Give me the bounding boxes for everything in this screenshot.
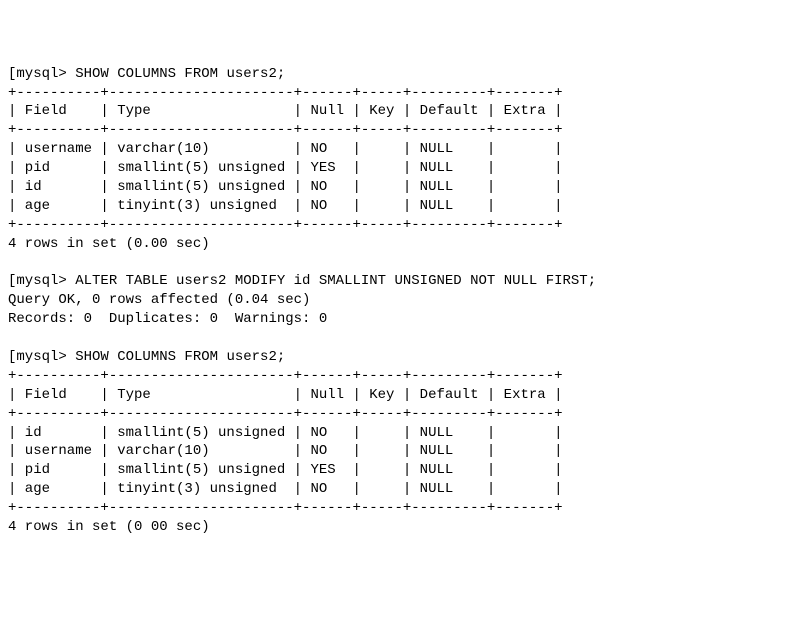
sql-command: SHOW COLUMNS FROM users2;	[75, 66, 285, 82]
table-row: | age | tinyint(3) unsigned | NO | | NUL…	[8, 197, 798, 216]
terminal-output: [mysql> SHOW COLUMNS FROM users2;+------…	[8, 65, 798, 537]
table-border: +----------+----------------------+-----…	[8, 84, 798, 103]
prompt-line: [mysql> SHOW COLUMNS FROM users2;	[8, 65, 798, 84]
mysql-prompt: [mysql>	[8, 273, 75, 289]
table-row: | id | smallint(5) unsigned | NO | | NUL…	[8, 424, 798, 443]
records-line: Records: 0 Duplicates: 0 Warnings: 0	[8, 310, 798, 329]
mysql-prompt: [mysql>	[8, 66, 75, 82]
table-row: | username | varchar(10) | NO | | NULL |…	[8, 140, 798, 159]
sql-command: SHOW COLUMNS FROM users2;	[75, 349, 285, 365]
table-border: +----------+----------------------+-----…	[8, 367, 798, 386]
table-border: +----------+----------------------+-----…	[8, 121, 798, 140]
table-row: | username | varchar(10) | NO | | NULL |…	[8, 442, 798, 461]
table-row: | id | smallint(5) unsigned | NO | | NUL…	[8, 178, 798, 197]
table-border: +----------+----------------------+-----…	[8, 499, 798, 518]
blank-line	[8, 329, 798, 348]
blank-line	[8, 254, 798, 273]
sql-command: ALTER TABLE users2 MODIFY id SMALLINT UN…	[75, 273, 596, 289]
prompt-line: [mysql> ALTER TABLE users2 MODIFY id SMA…	[8, 272, 798, 291]
table-header: | Field | Type | Null | Key | Default | …	[8, 102, 798, 121]
table-header: | Field | Type | Null | Key | Default | …	[8, 386, 798, 405]
table-row: | pid | smallint(5) unsigned | YES | | N…	[8, 159, 798, 178]
table-row: | age | tinyint(3) unsigned | NO | | NUL…	[8, 480, 798, 499]
table-row: | pid | smallint(5) unsigned | YES | | N…	[8, 461, 798, 480]
table-border: +----------+----------------------+-----…	[8, 216, 798, 235]
query-ok: Query OK, 0 rows affected (0.04 sec)	[8, 291, 798, 310]
prompt-line: [mysql> SHOW COLUMNS FROM users2;	[8, 348, 798, 367]
mysql-prompt: [mysql>	[8, 349, 75, 365]
table-border: +----------+----------------------+-----…	[8, 405, 798, 424]
rows-msg: 4 rows in set (0.00 sec)	[8, 235, 798, 254]
rows-msg-cut: 4 rows in set (0 00 sec)	[8, 518, 798, 537]
